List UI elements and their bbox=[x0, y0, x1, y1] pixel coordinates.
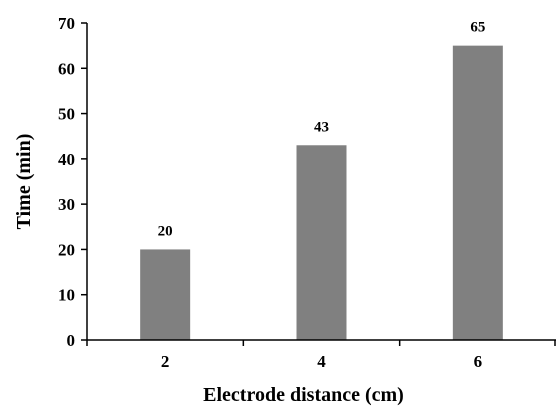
y-tick-label-0: 0 bbox=[67, 331, 76, 350]
y-tick-label-30: 30 bbox=[58, 195, 75, 214]
data-label-6: 65 bbox=[470, 20, 485, 36]
data-label-2: 20 bbox=[158, 223, 173, 239]
y-tick-label-20: 20 bbox=[58, 240, 75, 259]
x-axis: 2 4 6 bbox=[86, 339, 556, 371]
data-label-4: 43 bbox=[314, 119, 329, 135]
x-tick-label-6: 6 bbox=[474, 352, 483, 371]
y-tick-label-70: 70 bbox=[58, 14, 75, 33]
x-axis-title: Electrode distance (cm) bbox=[203, 384, 404, 406]
bar-2 bbox=[140, 249, 191, 340]
y-tick-label-50: 50 bbox=[58, 105, 75, 124]
data-labels-group: 20 43 65 bbox=[158, 20, 486, 240]
y-axis-title: Time (min) bbox=[13, 134, 35, 230]
x-tick-label-4: 4 bbox=[317, 352, 326, 371]
bar-4 bbox=[296, 145, 347, 340]
x-tick-label-2: 2 bbox=[161, 352, 170, 371]
bar-6 bbox=[452, 45, 503, 341]
bars-group bbox=[140, 45, 503, 341]
y-tick-label-10: 10 bbox=[58, 286, 75, 305]
y-axis: 0 10 20 30 40 50 60 70 bbox=[58, 14, 88, 350]
y-tick-label-60: 60 bbox=[58, 59, 75, 78]
y-tick-label-40: 40 bbox=[58, 150, 75, 169]
